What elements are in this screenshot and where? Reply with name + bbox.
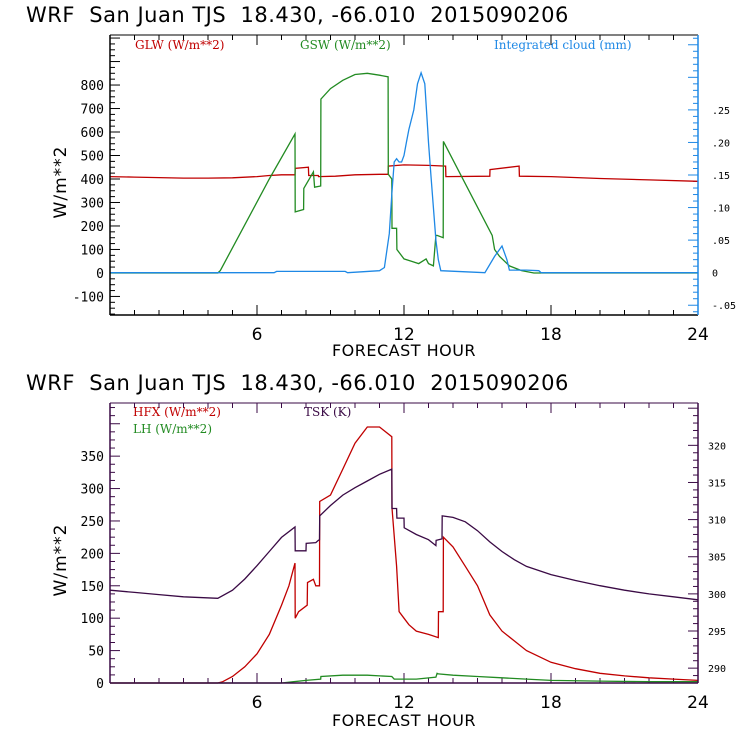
series-line-lh bbox=[110, 672, 698, 684]
top-chart-radiation-cloud: WRF San Juan TJS 18.430, -66.010 2015090… bbox=[26, 3, 736, 360]
series-line-gsw bbox=[110, 72, 698, 274]
y-tick-label: 350 bbox=[81, 450, 104, 465]
y-tick-label: 50 bbox=[88, 645, 104, 660]
legend-hfx: HFX (W/m**2) bbox=[133, 405, 221, 419]
y2-tick-label: 320 bbox=[708, 441, 726, 452]
series-line-hfx bbox=[110, 426, 699, 684]
y2-tick-label: 0 bbox=[712, 269, 718, 280]
series-lines bbox=[109, 70, 699, 274]
y-tick-label: 800 bbox=[81, 79, 104, 94]
axes: 6 12 18 24 0 50 100 150 200 250 300 350 290 295 300 305… bbox=[81, 403, 726, 713]
y-axis-label: W/m**2 bbox=[51, 524, 71, 597]
x-tick-label: 6 bbox=[252, 325, 263, 345]
x-tick-label: 18 bbox=[540, 693, 562, 713]
y-axis-label: W/m**2 bbox=[51, 146, 71, 219]
y-tick-label: 200 bbox=[81, 220, 104, 235]
legend-gsw: GSW (W/m**2) bbox=[300, 38, 391, 52]
y-tick-label: 150 bbox=[81, 580, 104, 595]
chart-title: WRF San Juan TJS 18.430, -66.010 2015090… bbox=[26, 3, 569, 27]
x-tick-label: 6 bbox=[252, 693, 263, 713]
y-tick-label: 500 bbox=[81, 150, 104, 165]
x-tick-label: 24 bbox=[687, 693, 709, 713]
x-tick-label: 18 bbox=[540, 325, 562, 345]
plot-frame bbox=[109, 402, 699, 684]
y-tick-label: 400 bbox=[81, 173, 104, 188]
y-tick-label: 250 bbox=[81, 515, 104, 530]
y2-tick-label: .15 bbox=[712, 171, 730, 182]
y2-tick-label: .10 bbox=[712, 204, 730, 215]
y2-tick-label: 290 bbox=[708, 664, 726, 675]
y2-tick-label: .20 bbox=[712, 138, 730, 149]
y-tick-label: 100 bbox=[81, 612, 104, 627]
y2-tick-label: 295 bbox=[708, 627, 726, 638]
x-tick-label: 12 bbox=[393, 325, 415, 345]
legend-lh: LH (W/m**2) bbox=[133, 422, 212, 436]
y2-tick-label: 310 bbox=[708, 516, 726, 527]
legend-glw: GLW (W/m**2) bbox=[135, 38, 224, 52]
axes: 6 12 18 24 -100 0 100 200 300 400 500 600 700 800 -.05… bbox=[73, 35, 736, 345]
series-line-integrated bbox=[110, 70, 698, 274]
chart-title: WRF San Juan TJS 18.430, -66.010 2015090… bbox=[26, 371, 569, 395]
y-tick-label: 300 bbox=[81, 483, 104, 498]
y-tick-label: 700 bbox=[81, 103, 104, 118]
y-tick-label: 0 bbox=[96, 267, 104, 282]
y-tick-label: 200 bbox=[81, 547, 104, 562]
x-axis-label: FORECAST HOUR bbox=[332, 711, 476, 730]
bottom-chart-fluxes-skin-temp: WRF San Juan TJS 18.430, -66.010 2015090… bbox=[26, 371, 726, 730]
x-tick-label: 12 bbox=[393, 693, 415, 713]
legend: HFX (W/m**2) LH (W/m**2) TSK (K) bbox=[133, 405, 351, 436]
series-line-glw bbox=[109, 164, 699, 182]
legend: GLW (W/m**2) GSW (W/m**2) Integrated clo… bbox=[135, 38, 632, 52]
y-tick-label: 0 bbox=[96, 677, 104, 692]
y-tick-label: -100 bbox=[73, 290, 104, 305]
y-tick-label: 100 bbox=[81, 243, 104, 258]
series-lines bbox=[109, 426, 699, 684]
plot-frame bbox=[109, 34, 699, 316]
x-tick-label: 24 bbox=[687, 325, 709, 345]
y-tick-label: 300 bbox=[81, 196, 104, 211]
y2-tick-label: .05 bbox=[712, 236, 730, 247]
y2-tick-label: 315 bbox=[708, 478, 726, 489]
x-axis-label: FORECAST HOUR bbox=[332, 341, 476, 360]
y2-tick-label: .25 bbox=[712, 106, 730, 117]
legend-tsk: TSK (K) bbox=[304, 405, 351, 419]
y2-tick-label: 300 bbox=[708, 590, 726, 601]
y2-tick-label: 305 bbox=[708, 553, 726, 564]
series-line-tsk bbox=[109, 468, 699, 601]
y-tick-label: 600 bbox=[81, 126, 104, 141]
y2-tick-label: -.05 bbox=[712, 301, 736, 312]
legend-integrated-cloud: Integrated cloud (mm) bbox=[494, 38, 632, 52]
